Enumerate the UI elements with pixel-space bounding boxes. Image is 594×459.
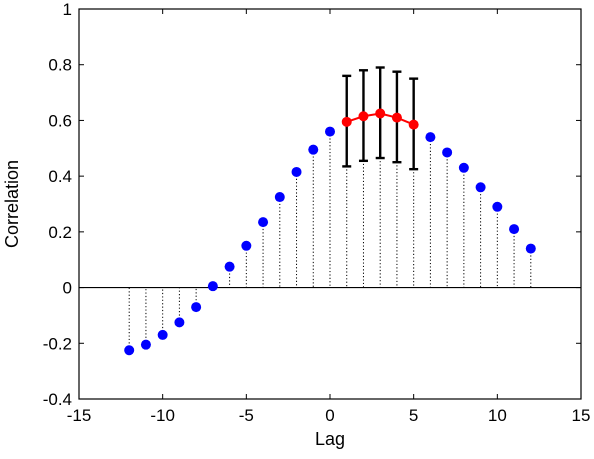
axis-ticks — [78, 8, 582, 400]
data-point — [325, 126, 335, 137]
data-point — [375, 108, 386, 119]
data-point — [207, 281, 218, 292]
y-tick-label: 0.2 — [48, 223, 72, 242]
y-tick-label: 1 — [63, 0, 72, 19]
stem-lines — [128, 113, 532, 351]
data-point — [308, 144, 319, 155]
data-point — [509, 224, 520, 235]
data-point — [341, 116, 352, 127]
y-tick-label: 0.8 — [48, 56, 72, 75]
data-point — [174, 317, 185, 328]
data-point — [442, 147, 453, 158]
x-tick-label: 0 — [325, 406, 334, 425]
data-point — [140, 339, 151, 350]
data-point — [458, 162, 469, 173]
data-point — [191, 302, 202, 313]
y-tick-label: 0.6 — [48, 111, 72, 130]
x-tick-label: 10 — [488, 406, 507, 425]
data-point — [525, 243, 536, 254]
x-tick-label: 5 — [409, 406, 418, 425]
x-axis-label: Lag — [315, 429, 345, 449]
data-point — [224, 261, 235, 272]
x-tick-label: -10 — [150, 406, 175, 425]
x-tick-label: -15 — [67, 406, 92, 425]
data-point — [124, 345, 135, 356]
data-point — [425, 132, 436, 143]
data-points — [124, 108, 536, 356]
data-point — [492, 201, 503, 212]
y-tick-label: 0 — [63, 279, 72, 298]
y-tick-label: -0.2 — [43, 334, 72, 353]
data-point — [258, 217, 269, 228]
data-point — [291, 166, 302, 177]
data-point — [358, 111, 369, 122]
y-tick-label: 0.4 — [48, 167, 72, 186]
data-point — [391, 112, 402, 123]
data-point — [157, 329, 168, 340]
x-tick-label: 15 — [572, 406, 591, 425]
data-point — [274, 192, 285, 203]
data-point — [241, 240, 252, 251]
y-tick-label: -0.4 — [43, 390, 72, 409]
x-tick-label: -5 — [239, 406, 254, 425]
data-point — [475, 182, 486, 193]
data-point — [408, 119, 419, 130]
tick-labels: -15 -10 -5 0 5 10 15 -0.4 -0.2 0 0.2 0.4 0.6 0.8 1 — [43, 0, 591, 425]
y-axis-label: Correlation — [2, 160, 22, 248]
